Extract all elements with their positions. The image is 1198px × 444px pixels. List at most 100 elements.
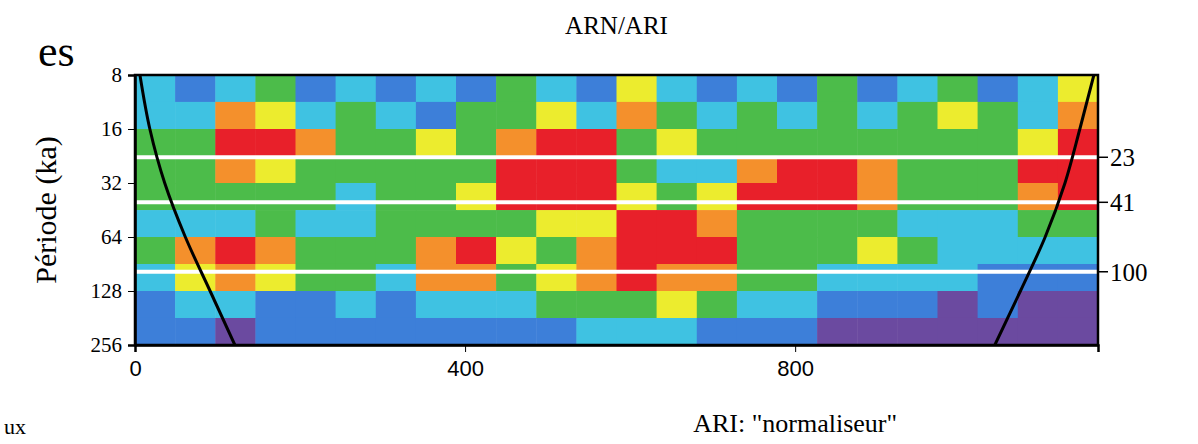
heat-cell xyxy=(296,129,337,156)
heat-cell xyxy=(416,210,457,237)
heat-cell xyxy=(1058,210,1098,237)
heat-cell xyxy=(376,156,417,184)
heat-cell xyxy=(978,102,1019,130)
title: ARN/ARI xyxy=(565,12,668,39)
heat-cell xyxy=(657,237,698,264)
heat-cell xyxy=(657,129,698,156)
heat-cell xyxy=(857,264,898,292)
heat-cell xyxy=(496,237,537,264)
tick: 8 xyxy=(112,63,136,87)
heat-cell xyxy=(857,291,898,318)
heat-cell xyxy=(978,291,1019,318)
heat-cell xyxy=(697,102,738,130)
heat-cell xyxy=(496,102,537,130)
heat-cell xyxy=(135,291,176,318)
heat-cell xyxy=(175,318,216,345)
heat-cell xyxy=(938,183,979,211)
heat-cell xyxy=(215,237,256,264)
heat-cell xyxy=(456,75,497,102)
heat-cell xyxy=(416,291,457,318)
heat-cell xyxy=(336,237,377,264)
heat-cell xyxy=(296,75,337,102)
heat-cell xyxy=(1018,264,1059,292)
heat-cell xyxy=(1018,75,1059,102)
heat-cell xyxy=(215,75,256,102)
heat-cell xyxy=(857,156,898,184)
heat-cell xyxy=(857,102,898,130)
tick: 32 xyxy=(101,171,135,195)
x-axis-title: ARI: "normaliseur" xyxy=(693,409,897,438)
heat-cell xyxy=(456,318,497,345)
heat-cell xyxy=(617,237,658,264)
tick-mark xyxy=(128,75,135,76)
heat-cell xyxy=(296,237,337,264)
heat-cell xyxy=(1058,264,1098,292)
tick-label: 0 xyxy=(129,356,141,381)
heat-cell xyxy=(376,210,417,237)
heat-cell xyxy=(617,102,658,130)
tick-mark xyxy=(135,345,136,352)
reference-labels: 2341100 xyxy=(1098,144,1148,285)
heat-cell xyxy=(576,129,617,156)
tick-mark xyxy=(128,237,135,238)
heat-cell xyxy=(897,75,938,102)
heat-cell xyxy=(817,237,858,264)
heat-cell xyxy=(1058,156,1098,184)
heat-cell xyxy=(897,291,938,318)
heat-cell xyxy=(135,102,176,130)
heat-cell xyxy=(777,237,818,264)
heat-cell xyxy=(617,75,658,102)
heat-cell xyxy=(456,210,497,237)
heat-cell xyxy=(1018,129,1059,156)
heat-cell xyxy=(817,291,858,318)
heat-cell xyxy=(496,210,537,237)
heat-cell xyxy=(336,156,377,184)
heat-cell xyxy=(938,264,979,292)
heat-cell xyxy=(496,264,537,292)
heat-cell xyxy=(336,75,377,102)
reference-tick xyxy=(1098,202,1108,204)
heat-cell xyxy=(175,102,216,130)
heat-cell xyxy=(978,183,1019,211)
heat-cell xyxy=(376,75,417,102)
heat-cell xyxy=(215,210,256,237)
reference-label: 23 xyxy=(1110,144,1135,171)
heat-cell xyxy=(135,210,176,237)
heat-cell xyxy=(978,129,1019,156)
heat-cell xyxy=(215,183,256,211)
heat-cell xyxy=(416,237,457,264)
tick-mark xyxy=(128,183,135,184)
heat-cell xyxy=(536,183,577,211)
heat-cell xyxy=(496,75,537,102)
heat-cell xyxy=(777,291,818,318)
heat-cell xyxy=(536,264,577,292)
heat-cell xyxy=(617,129,658,156)
heat-cell xyxy=(978,237,1019,264)
heat-cell xyxy=(1058,237,1098,264)
heat-cell xyxy=(175,156,216,184)
heat-cell xyxy=(737,183,778,211)
heat-cell xyxy=(978,264,1019,292)
reference-label: 100 xyxy=(1110,259,1148,286)
heat-cell xyxy=(817,102,858,130)
heat-cell xyxy=(657,75,698,102)
annotation: ux xyxy=(4,414,26,439)
heat-cell xyxy=(938,102,979,130)
heat-cell xyxy=(255,129,296,156)
heat-cell xyxy=(336,210,377,237)
heat-cell xyxy=(777,264,818,292)
heat-cell xyxy=(416,75,457,102)
heat-cell xyxy=(737,291,778,318)
annotation: es xyxy=(38,27,75,76)
heat-cell xyxy=(456,264,497,292)
heat-cell xyxy=(296,264,337,292)
heat-cell xyxy=(817,129,858,156)
heat-cell xyxy=(657,291,698,318)
y-axis: 8163264128256 xyxy=(91,63,136,357)
heat-cell xyxy=(536,210,577,237)
heat-cell xyxy=(1058,318,1098,345)
axis-line xyxy=(128,76,136,346)
heat-cell xyxy=(576,75,617,102)
heat-cell xyxy=(817,210,858,237)
heat-cell xyxy=(777,183,818,211)
